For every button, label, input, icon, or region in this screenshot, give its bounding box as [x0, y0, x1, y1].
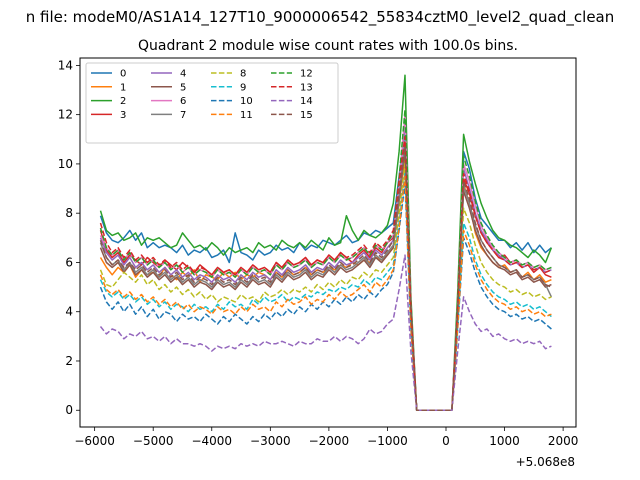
y-tick-label: 8 [65, 206, 73, 220]
x-axis: −6000 −5000 −4000 −3000 −2000 −1000 0 1000 2000 [74, 427, 578, 448]
axes-frame [79, 57, 577, 428]
legend-label-15: 15 [300, 110, 313, 121]
legend-label-3: 3 [120, 110, 126, 121]
y-tick-label: 0 [65, 403, 73, 417]
series-line-15 [99, 145, 552, 411]
x-tick-label: −1000 [367, 434, 408, 448]
legend-label-11: 11 [240, 110, 253, 121]
legend-label-13: 13 [300, 82, 313, 93]
series-line-8 [99, 163, 552, 411]
series-line-12 [99, 108, 552, 411]
x-tick-label: −4000 [191, 434, 232, 448]
legend-label-2: 2 [120, 96, 126, 107]
x-tick-label: −5000 [133, 434, 174, 448]
x-offset-label: +5.068e8 [516, 455, 575, 469]
legend-label-10: 10 [240, 96, 253, 107]
series-line-4 [99, 118, 552, 411]
series-line-14 [99, 254, 552, 411]
y-tick-label: 12 [58, 108, 73, 122]
legend-label-1: 1 [120, 82, 126, 93]
x-tick-label: 2000 [548, 434, 579, 448]
series-line-11 [99, 175, 552, 411]
series-line-2 [99, 74, 553, 411]
series-line-5 [99, 148, 552, 411]
y-tick-label: 2 [65, 354, 73, 368]
series-line-13 [99, 136, 552, 411]
y-tick-label: 4 [65, 305, 73, 319]
legend-label-5: 5 [180, 82, 186, 93]
series-line-10 [99, 182, 552, 411]
x-tick-label: −6000 [74, 434, 115, 448]
x-tick-label: 1000 [489, 434, 520, 448]
legend-label-14: 14 [300, 96, 313, 107]
chart-title: Quadrant 2 module wise count rates with … [138, 38, 518, 54]
legend-label-6: 6 [180, 96, 186, 107]
x-tick-label: 0 [442, 434, 450, 448]
legend-label-4: 4 [180, 69, 186, 80]
x-tick-label: −2000 [309, 434, 350, 448]
legend-label-7: 7 [180, 110, 186, 121]
y-tick-label: 6 [65, 255, 73, 269]
legend-label-9: 9 [240, 82, 246, 93]
y-axis: 0 2 4 6 8 10 12 14 [58, 58, 80, 417]
y-tick-label: 14 [58, 58, 73, 72]
legend-label-12: 12 [300, 69, 313, 80]
legend-box [85, 62, 339, 144]
x-tick-label: −3000 [250, 434, 291, 448]
legend-label-8: 8 [240, 69, 246, 80]
figure-suptitle: n file: modeM0/AS1A14_127T10_9000006542_… [26, 8, 615, 27]
legend-label-0: 0 [120, 69, 126, 80]
y-tick-label: 10 [58, 157, 73, 171]
plot-area [99, 74, 553, 411]
series-line-9 [99, 173, 552, 411]
